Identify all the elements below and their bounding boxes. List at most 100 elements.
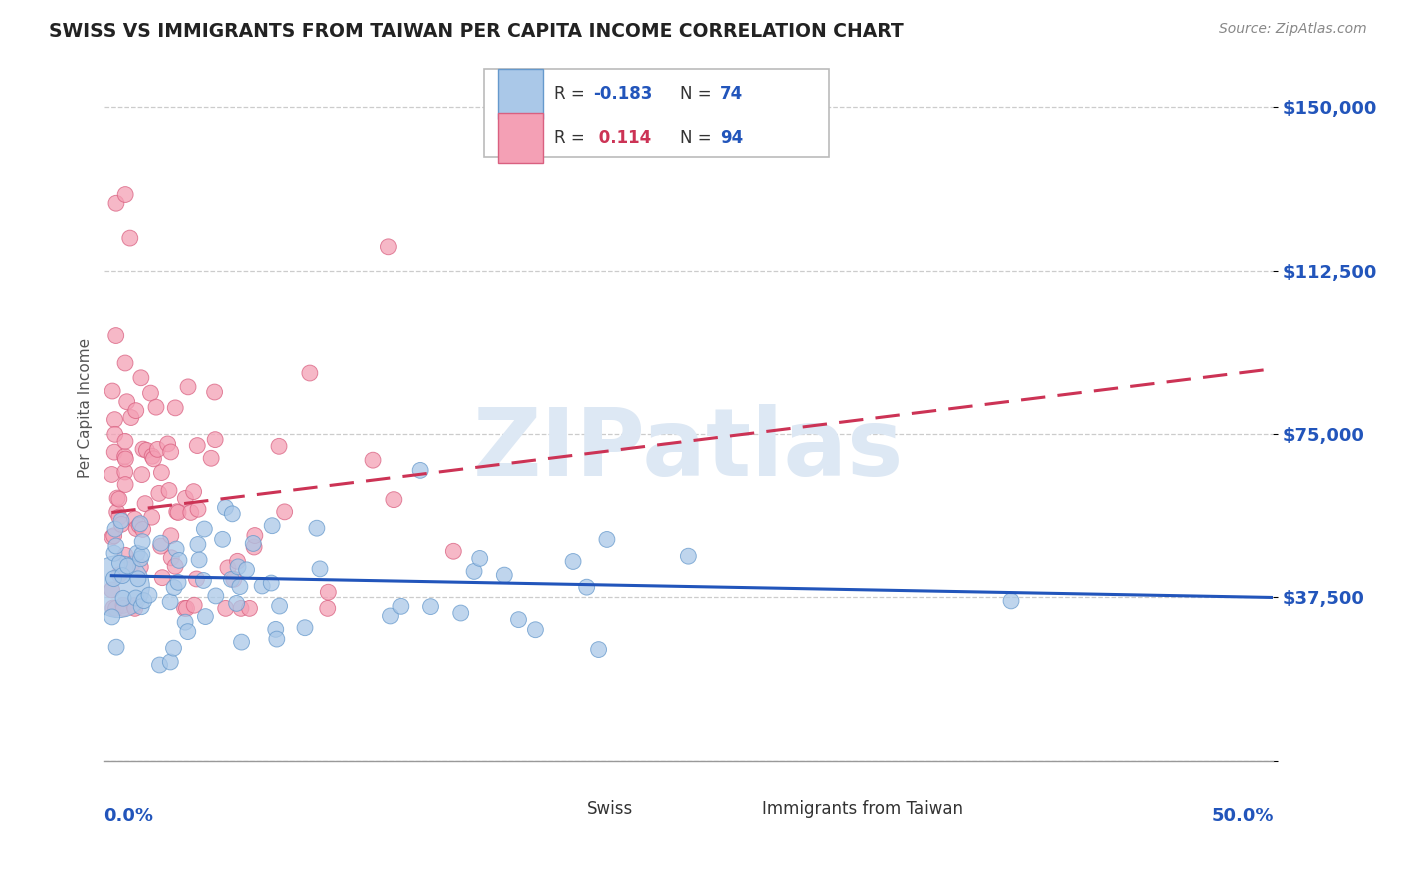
Point: [382, 492, 405, 507]
Point: [180, 505, 202, 519]
Point: [177, 380, 200, 394]
Point: [163, 581, 186, 595]
Point: [112, 601, 135, 615]
Point: [231, 635, 253, 649]
Point: [260, 576, 283, 591]
Point: [129, 599, 152, 614]
Point: [149, 536, 172, 550]
Point: [229, 601, 252, 615]
Point: [129, 560, 152, 574]
Point: [183, 484, 205, 499]
Point: [165, 559, 187, 574]
Point: [269, 599, 291, 613]
Point: [377, 240, 399, 254]
Point: [183, 599, 205, 613]
Point: [100, 467, 122, 482]
Point: [104, 427, 127, 442]
Point: [122, 599, 145, 613]
Point: [149, 539, 172, 553]
Point: [273, 505, 295, 519]
Point: [110, 514, 132, 528]
Point: [160, 550, 183, 565]
Point: [135, 443, 157, 458]
Point: [167, 506, 190, 520]
Text: Source: ZipAtlas.com: Source: ZipAtlas.com: [1219, 22, 1367, 37]
Point: [125, 546, 148, 560]
Text: -0.183: -0.183: [593, 85, 652, 103]
Bar: [548, 795, 581, 824]
Point: [159, 529, 181, 543]
Point: [294, 621, 316, 635]
Point: [124, 601, 146, 615]
Point: [114, 549, 136, 563]
Point: [111, 568, 134, 582]
Point: [101, 601, 124, 615]
Point: [174, 491, 197, 506]
Point: [264, 623, 287, 637]
Point: [146, 442, 169, 457]
Text: 50.0%: 50.0%: [1212, 806, 1274, 825]
Text: R =: R =: [554, 85, 591, 103]
Point: [105, 505, 128, 519]
Point: [267, 439, 290, 453]
Point: [104, 539, 127, 553]
Point: [132, 593, 155, 607]
Point: [250, 579, 273, 593]
Point: [575, 580, 598, 594]
Point: [150, 466, 173, 480]
Point: [134, 497, 156, 511]
Point: [167, 553, 190, 567]
Point: [165, 401, 187, 415]
Point: [120, 410, 142, 425]
Point: [115, 394, 138, 409]
Point: [214, 500, 236, 515]
Point: [104, 328, 127, 343]
Point: [242, 536, 264, 550]
Text: Swiss: Swiss: [586, 800, 633, 818]
Point: [226, 559, 249, 574]
Point: [118, 231, 141, 245]
Point: [187, 502, 209, 516]
Point: [131, 548, 153, 562]
Point: [165, 542, 187, 557]
Point: [108, 556, 131, 570]
Point: [127, 572, 149, 586]
Point: [101, 530, 124, 544]
Point: [596, 533, 619, 547]
Point: [309, 562, 332, 576]
Point: [103, 546, 125, 560]
Text: Immigrants from Taiwan: Immigrants from Taiwan: [762, 800, 963, 818]
Point: [156, 437, 179, 451]
Point: [215, 601, 238, 615]
Point: [318, 585, 340, 599]
Point: [562, 554, 585, 568]
Point: [1000, 594, 1022, 608]
Point: [211, 533, 233, 547]
Point: [159, 595, 181, 609]
Point: [162, 641, 184, 656]
Point: [450, 606, 472, 620]
Point: [103, 445, 125, 459]
Point: [138, 588, 160, 602]
Text: N =: N =: [681, 129, 717, 147]
Point: [111, 591, 134, 606]
Point: [114, 434, 136, 449]
Text: N =: N =: [681, 85, 717, 103]
FancyBboxPatch shape: [484, 70, 828, 158]
Point: [678, 549, 700, 564]
Point: [101, 384, 124, 398]
Point: [167, 575, 190, 590]
Point: [114, 356, 136, 370]
Point: [193, 574, 215, 588]
Text: SWISS VS IMMIGRANTS FROM TAIWAN PER CAPITA INCOME CORRELATION CHART: SWISS VS IMMIGRANTS FROM TAIWAN PER CAPI…: [49, 22, 904, 41]
Point: [409, 463, 432, 477]
Text: 0.114: 0.114: [593, 129, 651, 147]
Text: R =: R =: [554, 129, 591, 147]
Bar: [498, 112, 543, 163]
Point: [243, 540, 266, 554]
Point: [125, 403, 148, 417]
Point: [200, 451, 222, 466]
Point: [124, 512, 146, 526]
Point: [131, 467, 153, 482]
Point: [217, 561, 239, 575]
